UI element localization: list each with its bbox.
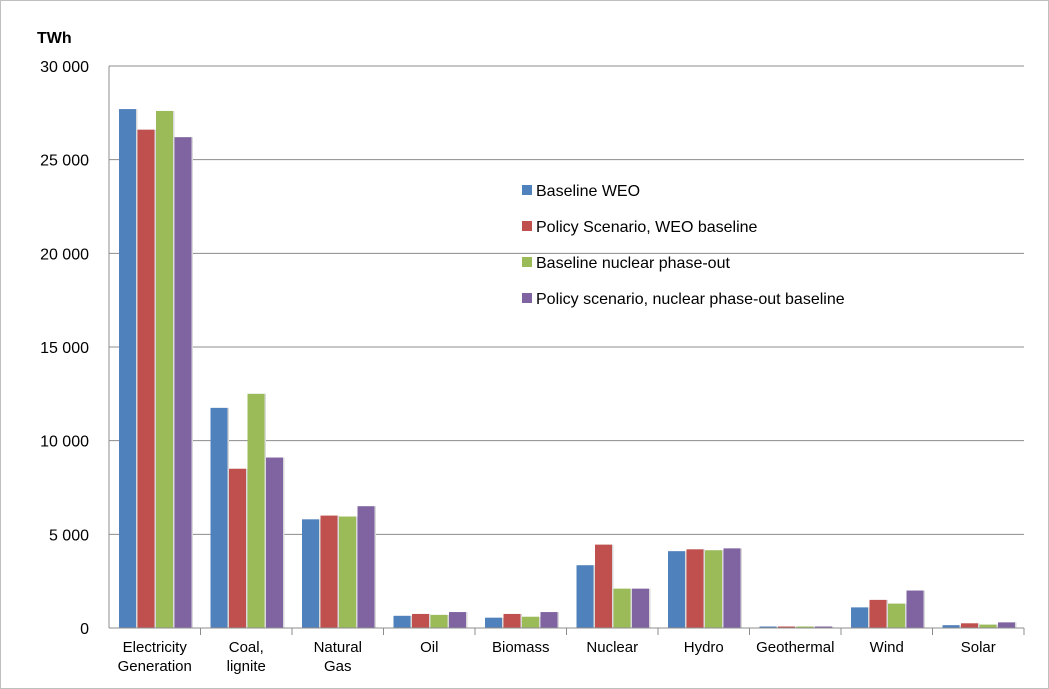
bar: [449, 612, 466, 628]
bar: [430, 614, 448, 628]
y-tick-label: 0: [80, 621, 89, 638]
bar: [320, 515, 338, 628]
y-tick-label: 20 000: [40, 246, 89, 263]
bars: [119, 109, 1017, 629]
bar: [961, 623, 978, 628]
bar: [412, 613, 429, 628]
x-tick-label: Wind: [870, 639, 904, 656]
x-tick-label: Coal,: [229, 639, 264, 656]
bar: [595, 544, 612, 628]
bar: [632, 588, 649, 628]
y-axis-unit-label: TWh: [37, 30, 72, 47]
y-tick-label: 10 000: [40, 434, 89, 451]
bar: [668, 551, 685, 628]
bar: [119, 109, 136, 628]
bar: [503, 613, 521, 628]
legend-label: Baseline WEO: [536, 183, 640, 200]
bar: [522, 616, 539, 628]
bar: [393, 615, 411, 628]
legend-label: Policy Scenario, WEO baseline: [536, 219, 758, 236]
legend-swatch: [522, 293, 532, 303]
bar: [979, 624, 997, 628]
x-tick-label: Hydro: [684, 639, 724, 656]
bar: [229, 468, 246, 628]
bar: [686, 549, 704, 628]
legend-swatch: [522, 185, 532, 195]
x-axis-labels: Electricity Generation Coal, lignite Natural…: [118, 639, 996, 675]
bar: [302, 519, 319, 628]
bar: [942, 625, 960, 628]
legend: Baseline WEO Policy Scenario, WEO baselin…: [522, 183, 845, 308]
bar: [613, 588, 631, 628]
bar: [869, 599, 887, 628]
y-tick-label: 15 000: [40, 340, 89, 357]
bar: [759, 626, 777, 628]
bar: [485, 617, 502, 628]
bar: [778, 626, 795, 628]
y-tick-label: 5 000: [49, 527, 89, 544]
bar: [705, 550, 722, 628]
bar: [888, 603, 905, 628]
y-axis-ticks: 0 5 000 10 000 15 000 20 000 25 000 30 000: [40, 59, 89, 638]
bar: [723, 548, 741, 628]
bar: [174, 137, 192, 629]
bar: [266, 457, 283, 628]
bar: [576, 565, 594, 628]
bar: [998, 622, 1015, 628]
x-tick-label: Electricity: [123, 639, 188, 656]
bar: [210, 407, 228, 628]
y-tick-label: 30 000: [40, 59, 89, 76]
x-tick-label: Natural: [314, 639, 362, 656]
x-tick-label: Geothermal: [756, 639, 834, 656]
bar: [906, 590, 924, 628]
y-tick-label: 25 000: [40, 153, 89, 170]
bar: [247, 393, 265, 628]
x-tick-label: Nuclear: [586, 639, 638, 656]
bar: [851, 607, 868, 628]
axes: [108, 66, 1025, 635]
bar: [339, 516, 356, 628]
bar: [796, 626, 814, 628]
bar: [137, 129, 155, 628]
legend-label: Policy scenario, nuclear phase-out basel…: [536, 291, 845, 308]
legend-swatch: [522, 221, 532, 231]
x-tick-label: Biomass: [492, 639, 550, 656]
bar: [815, 626, 832, 628]
legend-label: Baseline nuclear phase-out: [536, 255, 730, 272]
bar: [156, 110, 173, 628]
legend-swatch: [522, 257, 532, 267]
x-tick-label: Solar: [961, 639, 996, 656]
x-tick-label: Generation: [118, 658, 192, 675]
bar: [357, 506, 375, 628]
x-tick-label: lignite: [227, 658, 266, 675]
x-tick-label: Oil: [420, 639, 438, 656]
bar: [540, 612, 558, 628]
x-tick-label: Gas: [324, 658, 352, 675]
